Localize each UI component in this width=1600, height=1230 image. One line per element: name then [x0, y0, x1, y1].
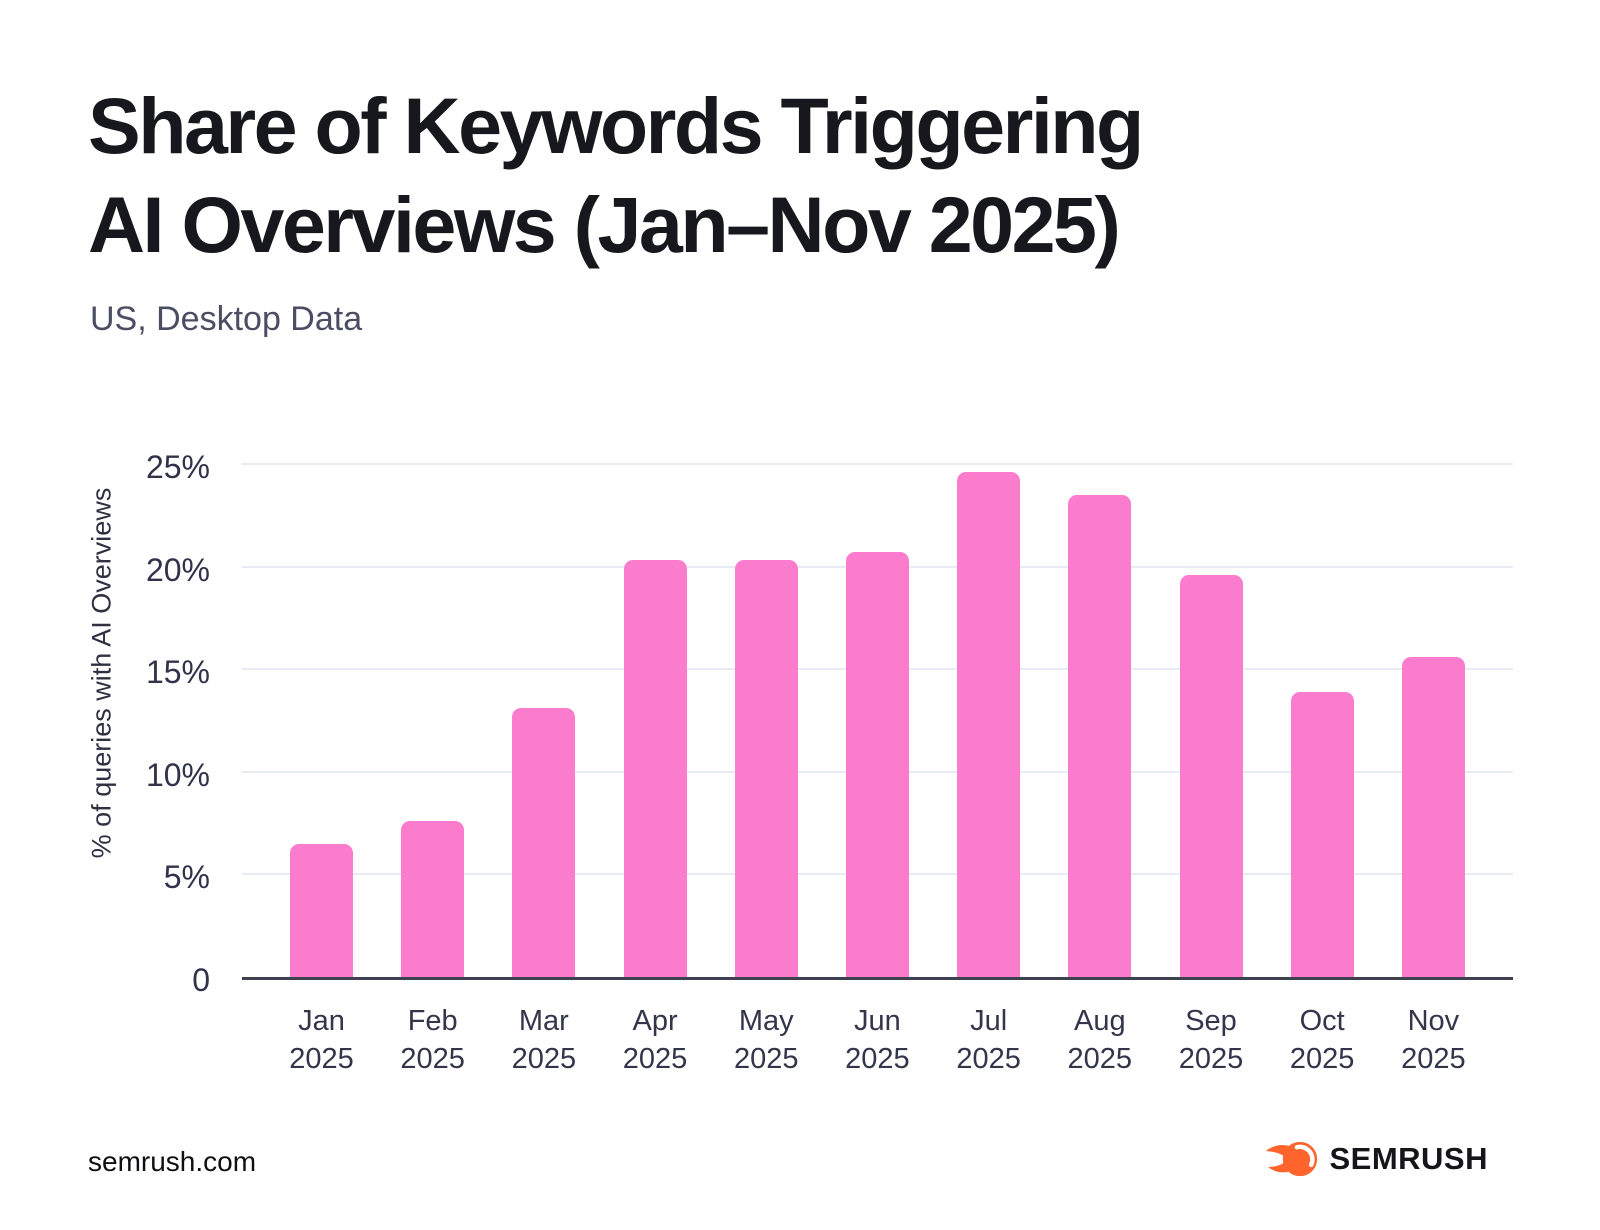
bar-aug-2025	[1068, 494, 1132, 977]
bar-mar-2025	[512, 708, 576, 977]
semrush-flame-icon	[1266, 1141, 1318, 1177]
x-tick-label: Jun 2025	[845, 1005, 910, 1075]
bar-sep-2025	[1179, 574, 1243, 977]
semrush-logo-text: SEMRUSH	[1329, 1141, 1488, 1176]
semrush-logo: SEMRUSH	[1265, 1138, 1488, 1180]
x-tick-label: Oct 2025	[1289, 1005, 1355, 1075]
x-tick-label: Jan 2025	[289, 1005, 354, 1075]
x-tick-label: Jul 2025	[956, 1005, 1021, 1075]
x-tick-label: Aug 2025	[1067, 1005, 1133, 1075]
gridline-25%	[242, 462, 1513, 465]
y-tick-label: 20%	[145, 551, 210, 588]
y-tick-label: 0	[192, 962, 210, 998]
bar-feb-2025	[401, 821, 465, 977]
bar-apr-2025	[623, 560, 687, 977]
x-tick-label: Mar 2025	[511, 1005, 577, 1075]
y-axis-tick-labels: 25% 20% 15% 10% 5% 0	[0, 430, 210, 998]
x-tick-label: Apr 2025	[622, 1005, 688, 1075]
y-tick-label: 10%	[145, 756, 210, 793]
bar-jun-2025	[845, 552, 909, 977]
bar-nov-2025	[1401, 656, 1465, 977]
page-title-line1: Share of Keywords Triggering	[88, 81, 1144, 170]
x-axis-labels: Jan 2025 Feb 2025 Mar 2025 Apr 2025 May 2025 Jun 20…	[242, 1002, 1513, 1078]
page-title-line2: AI Overviews (Jan–Nov 2025)	[88, 180, 1121, 269]
bar-oct-2025	[1290, 691, 1354, 977]
bar-jan-2025	[290, 843, 353, 977]
y-tick-label: 5%	[163, 859, 210, 896]
page-subtitle: US, Desktop Data	[90, 300, 363, 338]
y-tick-label: 25%	[145, 448, 210, 485]
y-tick-label: 15%	[145, 654, 210, 691]
x-tick-label: May 2025	[733, 1005, 799, 1075]
x-tick-label: Sep 2025	[1178, 1005, 1244, 1075]
source-url: semrush.com	[88, 1146, 257, 1177]
plot-area	[242, 430, 1513, 980]
bar-jul-2025	[957, 472, 1021, 977]
bars-layer	[242, 430, 1513, 977]
x-tick-label: Nov 2025	[1401, 1005, 1466, 1075]
page-title: Share of Keywords Triggering AI Overview…	[88, 76, 1144, 274]
bar-may-2025	[734, 560, 798, 977]
x-tick-label: Feb 2025	[400, 1005, 465, 1075]
